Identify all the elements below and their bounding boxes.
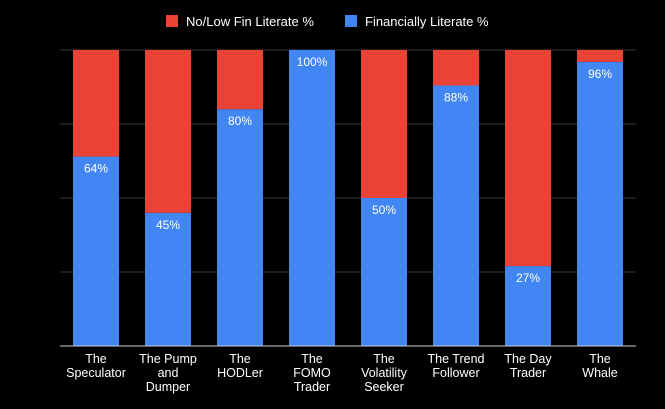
bar-no-low-literate-0	[73, 50, 119, 157]
category-label-1: The Pump and Dumper	[139, 352, 197, 394]
bar-no-low-literate-6	[505, 50, 551, 267]
bar-literate-2	[217, 109, 263, 346]
bar-no-low-literate-5	[433, 50, 479, 86]
bar-literate-3	[289, 50, 335, 346]
category-label-4: The Volatility Seeker	[361, 352, 408, 394]
category-label-0: The Speculator	[66, 352, 126, 380]
legend-label-1: Financially Literate %	[365, 14, 489, 29]
bar-literate-4	[361, 198, 407, 346]
bar-literate-5	[433, 85, 479, 347]
data-label-6: 27%	[516, 271, 540, 285]
data-label-2: 80%	[228, 114, 252, 128]
bar-literate-7	[577, 61, 623, 347]
category-labels: The Speculator The Pump and Dumper The HODLer T…	[66, 352, 618, 394]
bar-no-low-literate-2	[217, 50, 263, 110]
bars	[73, 50, 623, 347]
data-labels: 64% 45% 80% 100% 50% 88% 27% 96%	[84, 55, 612, 285]
bar-no-low-literate-1	[145, 50, 191, 213]
bar-no-low-literate-4	[361, 50, 407, 198]
category-label-6: The Day Trader	[504, 352, 552, 380]
data-label-7: 96%	[588, 67, 612, 81]
data-label-4: 50%	[372, 203, 396, 217]
bar-literate-0	[73, 156, 119, 346]
category-label-5: The Trend Follower	[428, 352, 485, 380]
legend-swatch-1	[345, 15, 357, 27]
legend: No/Low Fin Literate % Financially Literat…	[166, 14, 489, 29]
legend-swatch-0	[166, 15, 178, 27]
data-label-1: 45%	[156, 218, 180, 232]
category-label-2: The HODLer	[217, 352, 263, 380]
bar-literate-6	[505, 266, 551, 346]
category-label-3: The FOMO Trader	[293, 352, 331, 394]
bar-no-low-literate-7	[577, 50, 623, 62]
data-label-0: 64%	[84, 162, 108, 176]
bar-literate-1	[145, 212, 191, 346]
data-label-3: 100%	[297, 55, 328, 69]
data-label-5: 88%	[444, 91, 468, 105]
category-label-7: The Whale	[582, 352, 617, 380]
legend-label-0: No/Low Fin Literate %	[186, 14, 314, 29]
